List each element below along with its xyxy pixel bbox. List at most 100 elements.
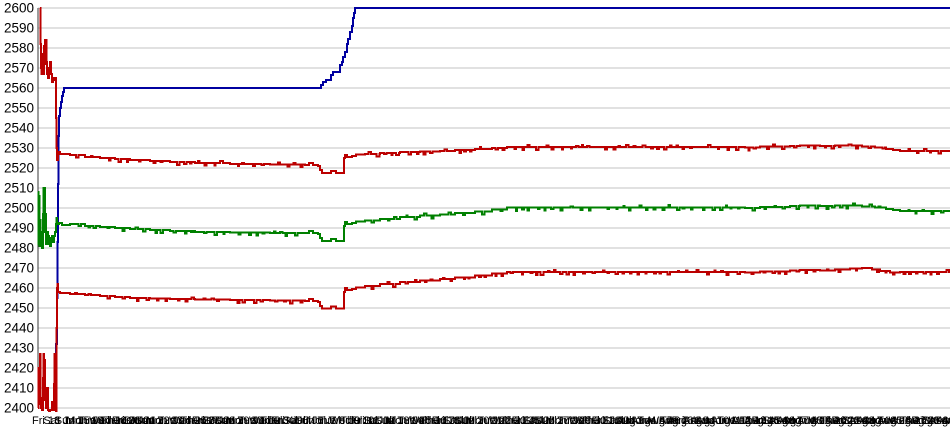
x-axis-tick-label: Thu 7 Aug xyxy=(660,415,710,427)
x-axis-tick-label: Thu 14 Aug xyxy=(740,415,796,427)
y-axis-tick-label: 2460 xyxy=(4,281,34,296)
series-line-red-lower xyxy=(37,267,950,412)
x-axis-tick-label: Tue 5 Aug xyxy=(637,415,687,427)
x-axis-tick-label: Sun 3 Aug xyxy=(614,415,665,427)
x-axis-tick-label: Fri 1 Aug xyxy=(592,415,636,427)
x-axis-tick-label: Tue 19 Aug xyxy=(797,415,853,427)
y-axis-tick-label: 2540 xyxy=(4,121,34,136)
x-axis-tick-label: Fri 20 Jun xyxy=(112,415,161,427)
x-axis-tick-label: Thu 10 Jul xyxy=(340,415,391,427)
x-axis-tick-label: Tue 17 Jun xyxy=(78,415,133,427)
x-axis-tick-label: Tue 26 Aug xyxy=(877,415,933,427)
x-axis-tick-label: Sat 12 Jul xyxy=(363,415,412,427)
x-axis-tick-label: Sun 15 Jun xyxy=(55,415,111,427)
x-axis-tick-label: Thu 21 Aug xyxy=(820,415,876,427)
y-axis-tick-label: 2410 xyxy=(4,381,34,396)
y-axis-tick-label: 2470 xyxy=(4,261,34,276)
x-axis-tick-label: Fri 13 Jun xyxy=(32,415,81,427)
x-axis-tick-label: Sat 9 Aug xyxy=(683,415,731,427)
x-axis-tick-label: Mon 23 Jun xyxy=(146,415,203,427)
x-axis-tick-label: Fri 18 Jul xyxy=(432,415,477,427)
x-axis-tick-label: Wed 16 Jul xyxy=(409,415,464,427)
y-axis-tick-label: 2420 xyxy=(4,361,34,376)
x-axis-tick-label: Fri 29 Aug xyxy=(911,415,950,427)
x-axis-tick-label: Thu 3 Jul xyxy=(260,415,305,427)
x-axis-tick-label: Sun 20 Jul xyxy=(455,415,507,427)
x-axis-tick-label: Thu 28 Aug xyxy=(900,415,950,427)
x-axis-tick-label: Sun 24 Aug xyxy=(854,415,911,427)
x-axis-tick-label: Wed 6 Aug xyxy=(649,415,703,427)
x-axis-tick-label: Sat 26 Jul xyxy=(523,415,572,427)
x-axis-tick-label: Sun 17 Aug xyxy=(774,415,831,427)
x-axis-tick-label: Sat 23 Aug xyxy=(843,415,897,427)
x-axis-tick-label: Wed 9 Jul xyxy=(329,415,378,427)
x-axis-tick-label: Fri 27 Jun xyxy=(192,415,241,427)
x-axis-tick-label: Thu 26 Jun xyxy=(181,415,236,427)
y-axis-tick-label: 2440 xyxy=(4,321,34,336)
x-axis-tick-label: Sun 13 Jul xyxy=(375,415,427,427)
x-axis-tick-label: Sat 30 Aug xyxy=(923,415,950,427)
x-axis-tick-label: Mon 16 Jun xyxy=(66,415,123,427)
x-axis-tick-label: Tue 24 Jun xyxy=(158,415,213,427)
x-axis-tick-label: Sat 28 Jun xyxy=(203,415,256,427)
x-axis-tick-label: Fri 4 Jul xyxy=(272,415,311,427)
x-axis-tick-label: Sun 22 Jun xyxy=(135,415,191,427)
x-axis-tick-label: Sat 14 Jun xyxy=(43,415,96,427)
y-axis-tick-label: 2400 xyxy=(4,401,34,416)
x-axis-tick-label: Sun 29 Jun xyxy=(215,415,271,427)
x-axis-tick-label: Mon 21 Jul xyxy=(466,415,520,427)
x-axis-tick-label: Sun 10 Aug xyxy=(694,415,751,427)
x-axis-tick-label: Wed 18 Jun xyxy=(89,415,148,427)
x-axis-tick-label: Mon 28 Jul xyxy=(546,415,600,427)
x-axis-tick-label: Thu 17 Jul xyxy=(420,415,471,427)
y-axis-tick-label: 2430 xyxy=(4,341,34,356)
x-axis-tick-label: Fri 15 Aug xyxy=(752,415,802,427)
x-axis-tick-label: Thu 19 Jun xyxy=(101,415,156,427)
series-line-blue-step xyxy=(54,7,950,409)
x-axis-tick-label: Fri 22 Aug xyxy=(831,415,881,427)
x-axis-tick-label: Mon 18 Aug xyxy=(786,415,845,427)
y-axis-tick-label: 2490 xyxy=(4,221,34,236)
x-axis-tick-label: Sat 2 Aug xyxy=(603,415,651,427)
x-axis-tick-label: Wed 30 Jul xyxy=(569,415,624,427)
x-axis-tick-label: Thu 24 Jul xyxy=(500,415,551,427)
y-axis-tick-label: 2480 xyxy=(4,241,34,256)
x-axis-tick-label: Sun 31 Aug xyxy=(934,415,950,427)
x-axis-tick-label: Sat 19 Jul xyxy=(443,415,492,427)
x-axis-tick-label: Fri 25 Jul xyxy=(512,415,557,427)
x-axis-tick-label: Mon 7 Jul xyxy=(306,415,354,427)
y-axis-tick-label: 2590 xyxy=(4,21,34,36)
x-axis-tick-label: Sun 27 Jul xyxy=(535,415,587,427)
x-axis-tick-label: Wed 13 Aug xyxy=(729,415,789,427)
x-axis-tick-label: Mon 25 Aug xyxy=(866,415,925,427)
x-axis-tick-label: Fri 11 Jul xyxy=(352,415,396,427)
y-axis-tick-label: 2580 xyxy=(4,41,34,56)
x-axis-tick-label: Wed 25 Jun xyxy=(169,415,228,427)
x-axis-tick-label: Tue 15 Jul xyxy=(397,415,448,427)
x-axis-tick-label: Tue 8 Jul xyxy=(318,415,363,427)
x-axis-tick-label: Fri 8 Aug xyxy=(672,415,716,427)
y-axis-tick-label: 2560 xyxy=(4,81,34,96)
y-axis-tick-label: 2500 xyxy=(4,201,34,216)
x-axis-tick-label: Sat 21 Jun xyxy=(123,415,176,427)
x-axis-tick-label: Wed 2 Jul xyxy=(249,415,298,427)
x-axis-tick-label: Mon 11 Aug xyxy=(706,415,764,427)
x-axis-tick-label: Wed 20 Aug xyxy=(809,415,869,427)
y-axis-tick-label: 2530 xyxy=(4,141,34,156)
y-axis-tick-label: 2600 xyxy=(4,1,34,16)
x-axis-tick-label: Mon 4 Aug xyxy=(626,415,679,427)
x-axis-tick-label: Sat 16 Aug xyxy=(763,415,817,427)
x-axis-tick-label: Wed 27 Aug xyxy=(889,415,949,427)
y-axis-tick-label: 2510 xyxy=(4,181,34,196)
y-axis-tick-label: 2520 xyxy=(4,161,34,176)
x-axis-tick-label: Mon 14 Jul xyxy=(386,415,440,427)
x-axis-tick-label: Tue 22 Jul xyxy=(477,415,528,427)
x-axis-tick-label: Tue 1 Jul xyxy=(238,415,283,427)
series-line-red-upper xyxy=(39,7,950,174)
x-axis-tick-label: Mon 30 Jun xyxy=(226,415,283,427)
x-axis-tick-label: Sat 5 Jul xyxy=(283,415,326,427)
x-axis-tick-label: Wed 23 Jul xyxy=(489,415,544,427)
y-axis-tick-label: 2450 xyxy=(4,301,34,316)
